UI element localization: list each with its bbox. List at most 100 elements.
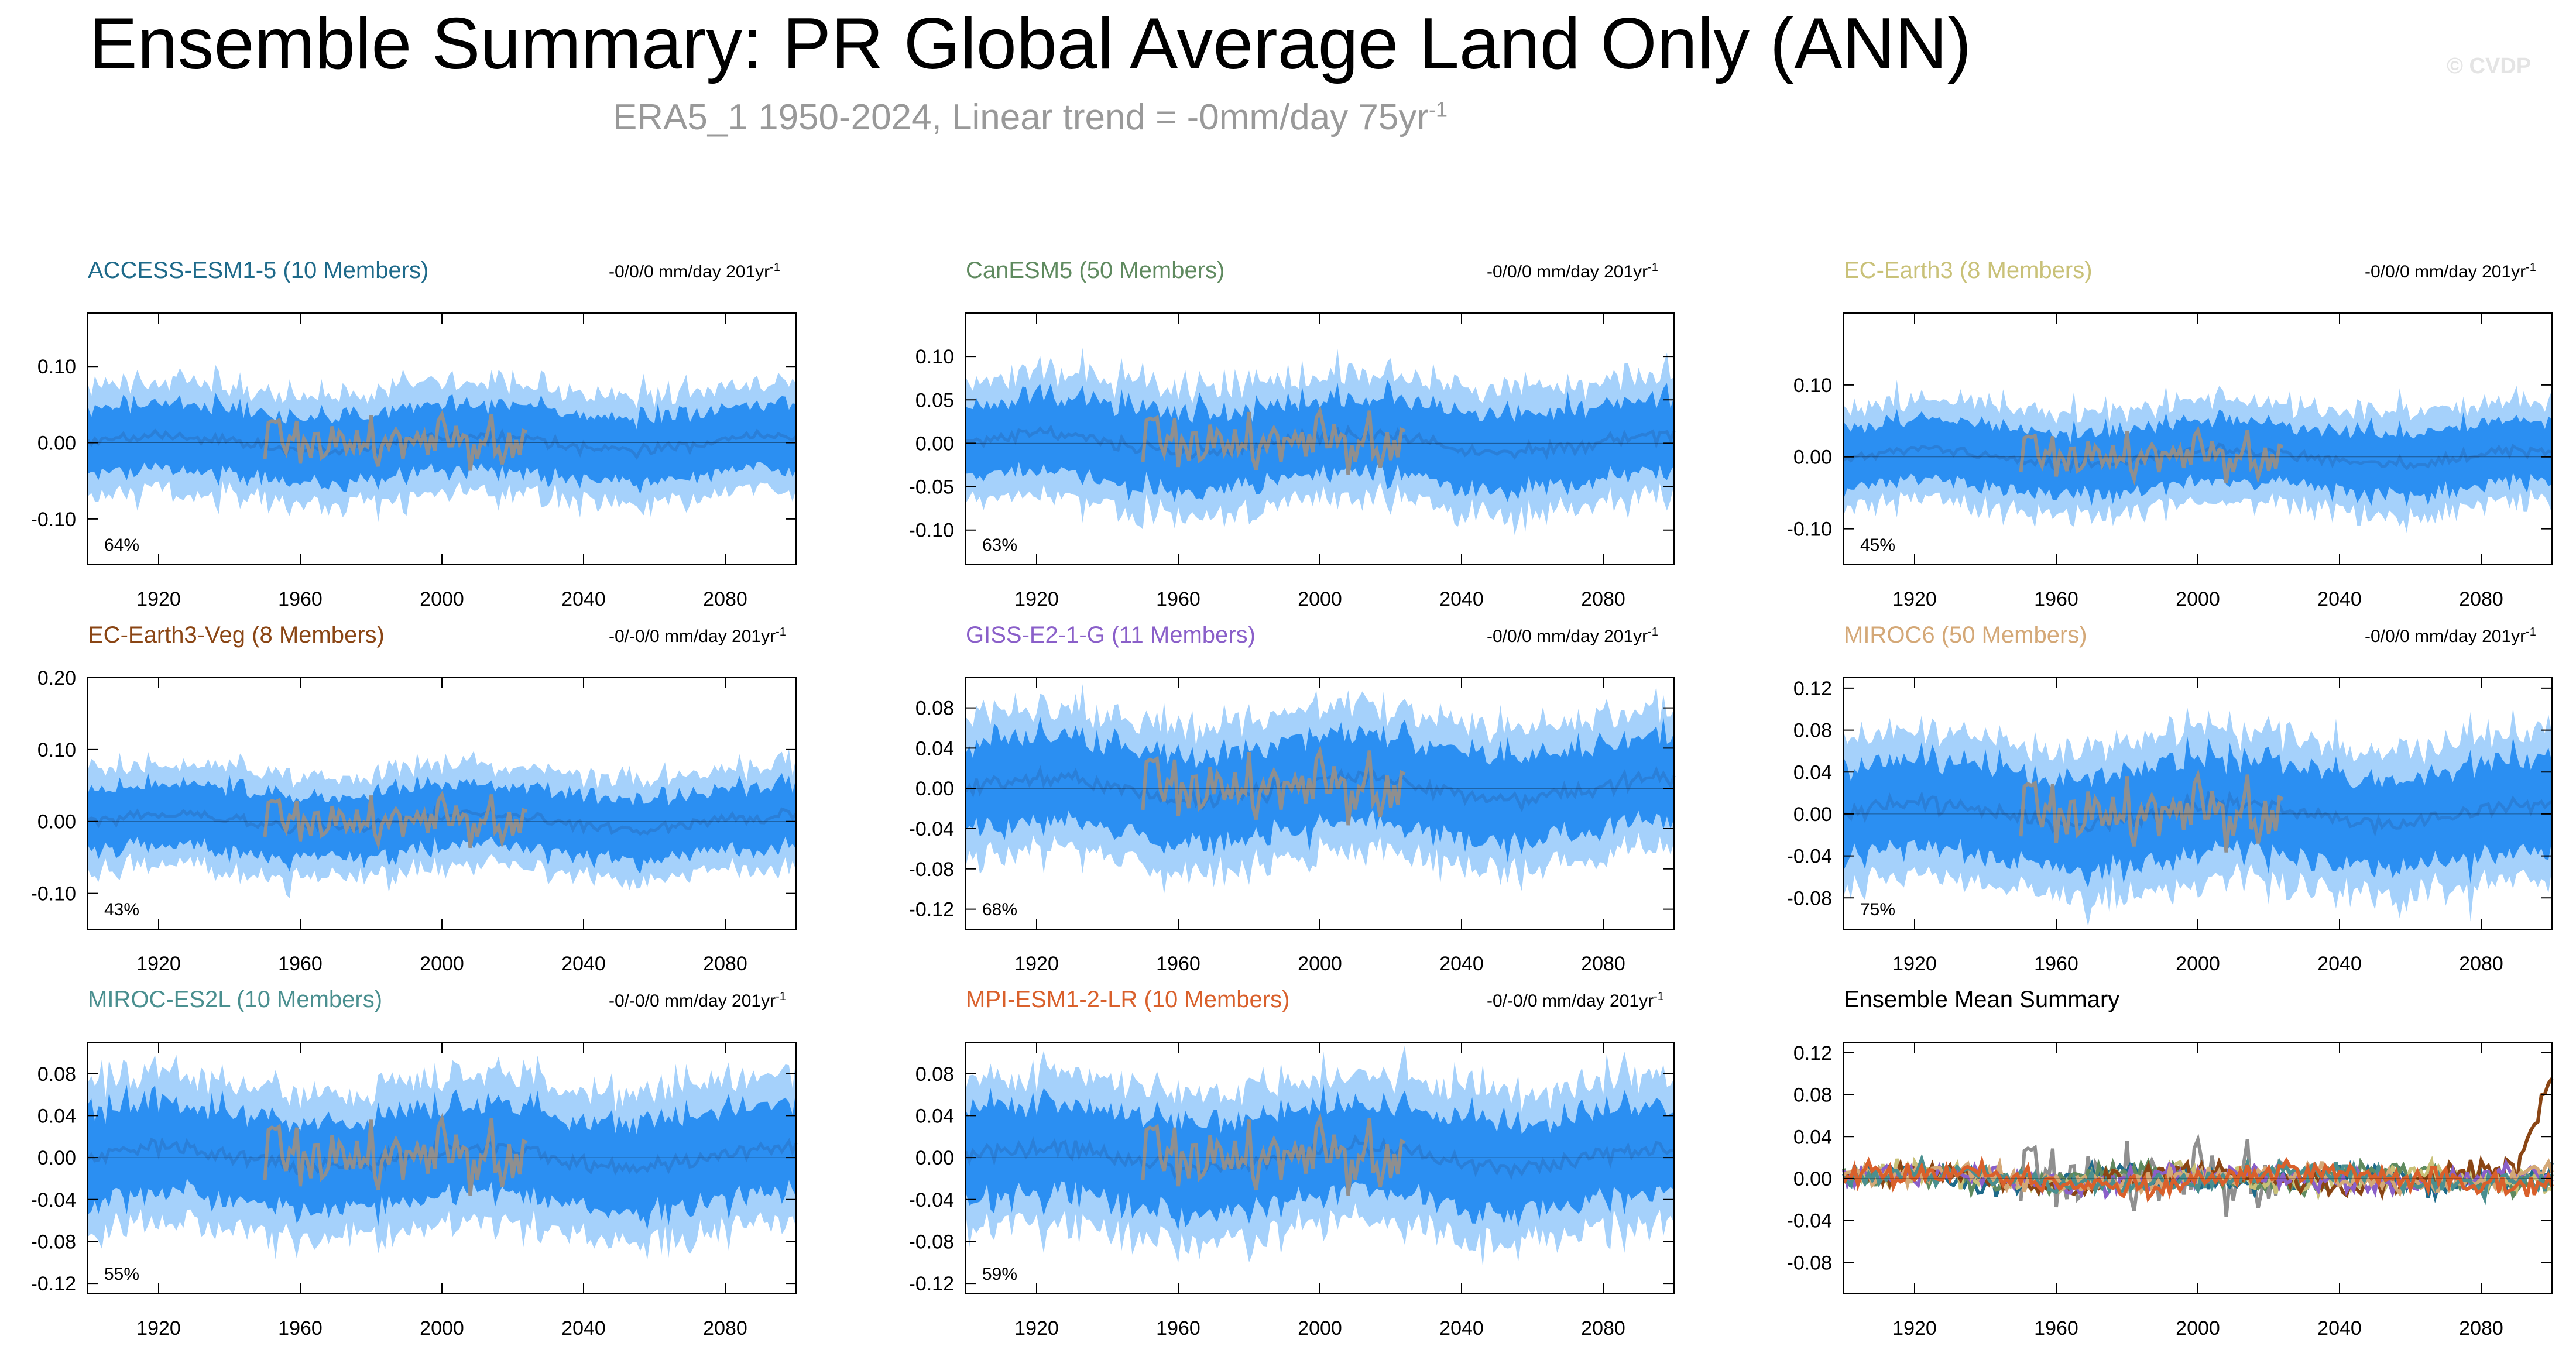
y-tick-label: 0.12 [1793, 678, 1832, 700]
trend-text: -0/-0/0 mm/day 201yr [1487, 991, 1654, 1011]
trend-superscript: -1 [770, 261, 780, 274]
trend-text: -0/0/0 mm/day 201yr [2365, 262, 2526, 281]
y-tick-label: 0.05 [915, 389, 954, 411]
y-tick-label: 0.00 [915, 1147, 954, 1169]
y-tick-label: 0.10 [915, 346, 954, 368]
x-tick-label: 1920 [1892, 1317, 1937, 1340]
ensemble-mean-line [1843, 442, 2553, 473]
x-tick-label: 2080 [2459, 953, 2503, 975]
y-tick-label: 0.08 [37, 1063, 76, 1086]
y-tick-label: 0.04 [915, 737, 954, 760]
y-tick-label: 0.04 [915, 1105, 954, 1127]
y-tick-label: -0.08 [909, 1231, 955, 1253]
agreement-percent: 59% [982, 1265, 1018, 1284]
chart-panel: MIROC6 (50 Members) -0/0/0 mm/day 201yr-1… [1756, 622, 2553, 975]
trend-text: -0/0/0 mm/day 201yr [1487, 262, 1648, 281]
agreement-percent: 68% [982, 900, 1018, 919]
trend-text: -0/0/0 mm/day 201yr [2365, 627, 2526, 646]
x-tick-label: 1920 [136, 953, 181, 975]
observation-line [1141, 1112, 1406, 1196]
inner-spread-band [88, 392, 796, 494]
x-tick-label: 1960 [278, 953, 323, 975]
trend-superscript: -1 [1648, 626, 1658, 638]
observation-line [263, 1112, 528, 1196]
chart-svg: -0.12 -0.08 -0.04 0.00 0.04 0.08 1920 1960 2000 2… [909, 1042, 1675, 1340]
panel-trend: -0/0/0 mm/day 201yr-1 [1487, 626, 1658, 647]
inner-spread-band [88, 772, 796, 874]
x-tick-label: 1920 [1892, 953, 1937, 975]
x-tick-label: 2000 [2176, 588, 2220, 610]
trend-text: -0/-0/0 mm/day 201yr [609, 991, 776, 1011]
x-tick-label: 2000 [1298, 1317, 1342, 1340]
y-tick-label: -0.10 [31, 509, 77, 531]
x-tick-label: 2000 [420, 953, 464, 975]
y-tick-label: -0.10 [909, 520, 955, 542]
page-subtitle: ERA5_1 1950-2024, Linear trend = -0mm/da… [0, 97, 2060, 138]
panel-trend: -0/0/0 mm/day 201yr-1 [1487, 261, 1658, 282]
series-line [1842, 1155, 2554, 1203]
x-tick-label: 2040 [2317, 588, 2362, 610]
ensemble-mean-line [87, 428, 797, 461]
panel-trend: -0/0/0 mm/day 201yr-1 [609, 261, 780, 282]
y-tick-label: -0.08 [909, 858, 955, 881]
x-tick-label: 2000 [420, 1317, 464, 1340]
x-tick-label: 1960 [278, 1317, 323, 1340]
y-tick-label: 0.00 [37, 1147, 76, 1169]
chart-svg: -0.12 -0.08 -0.04 0.00 0.04 0.08 1920 1960 2000 2… [31, 1042, 798, 1340]
x-tick-label: 1920 [136, 1317, 181, 1340]
y-tick-label: -0.10 [1787, 518, 1833, 541]
x-tick-label: 2000 [420, 588, 464, 610]
ensemble-mean-line [87, 805, 798, 836]
x-tick-label: 2040 [1439, 953, 1484, 975]
trend-superscript: -1 [2526, 261, 2536, 274]
chart-svg: -0.08 -0.04 0.00 0.04 0.08 0.12 1920 1960 2000 20… [1787, 677, 2553, 975]
agreement-percent: 43% [104, 900, 140, 919]
inner-spread-band [966, 1084, 1674, 1231]
x-tick-label: 1960 [1156, 953, 1200, 975]
page-title: Ensemble Summary: PR Global Average Land… [88, 4, 1972, 84]
y-tick-label: -0.05 [909, 476, 955, 499]
x-tick-label: 1920 [136, 588, 181, 610]
chart-svg: -0.10 -0.05 0.00 0.05 0.10 1920 1960 2000 2040 20… [909, 312, 1676, 610]
chart-panel: EC-Earth3 (8 Members) -0/0/0 mm/day 201yr… [1756, 257, 2553, 610]
x-tick-label: 1960 [2034, 588, 2078, 610]
chart-panel: MIROC-ES2L (10 Members) -0/-0/0 mm/day 20… [0, 987, 798, 1340]
x-tick-label: 2080 [703, 953, 747, 975]
y-tick-label: 0.10 [37, 356, 76, 378]
y-tick-label: 0.10 [37, 739, 76, 761]
x-tick-label: 2080 [2459, 588, 2503, 610]
agreement-percent: 45% [1860, 535, 1896, 555]
panel-trend: -0/-0/0 mm/day 201yr-1 [1487, 990, 1664, 1011]
x-tick-label: 2040 [2317, 1317, 2362, 1340]
y-tick-label: -0.10 [31, 883, 77, 905]
trend-text: -0/0/0 mm/day 201yr [609, 262, 770, 281]
y-tick-label: -0.04 [909, 818, 955, 840]
x-tick-label: 1960 [278, 588, 323, 610]
x-tick-label: 1960 [1156, 1317, 1200, 1340]
y-tick-label: 0.10 [1793, 375, 1832, 397]
ensemble-mean-line [964, 765, 1676, 813]
y-tick-label: -0.04 [1787, 1210, 1833, 1232]
x-tick-label: 2000 [2176, 953, 2220, 975]
observation-line [263, 410, 528, 471]
chart-panel: EC-Earth3-Veg (8 Members) -0/-0/0 mm/day … [0, 622, 798, 975]
y-tick-label: 0.00 [915, 432, 954, 455]
x-tick-label: 2080 [1581, 588, 1625, 610]
observation-line [263, 790, 528, 851]
inner-spread-band [1844, 408, 2552, 507]
x-tick-label: 1920 [1014, 1317, 1059, 1340]
subtitle-superscript: -1 [1429, 97, 1448, 122]
y-tick-label: -0.12 [909, 899, 955, 921]
y-tick-label: -0.04 [1787, 846, 1833, 868]
panel-title: ACCESS-ESM1-5 (10 Members) [88, 257, 429, 283]
x-tick-label: 2080 [1581, 953, 1625, 975]
ensemble-mean-line [965, 424, 1676, 461]
trend-superscript: -1 [1654, 990, 1664, 1003]
panel-trend: -0/-0/0 mm/day 201yr-1 [609, 990, 786, 1011]
panel-trend: -0/0/0 mm/day 201yr-1 [2365, 261, 2536, 282]
y-tick-label: -0.12 [909, 1273, 955, 1295]
x-tick-label: 1920 [1892, 588, 1937, 610]
y-tick-label: 0.00 [37, 432, 76, 455]
panel-trend: -0/-0/0 mm/day 201yr-1 [609, 626, 786, 647]
chart-svg: -0.10 0.00 0.10 1920 1960 2000 2040 2080 [1787, 312, 2553, 610]
